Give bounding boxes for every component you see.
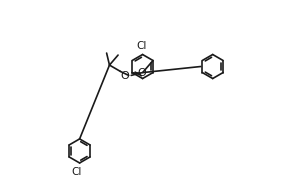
Text: O: O: [137, 68, 146, 78]
Text: Cl: Cl: [136, 41, 146, 51]
Text: O: O: [120, 71, 129, 81]
Text: Cl: Cl: [71, 167, 81, 177]
